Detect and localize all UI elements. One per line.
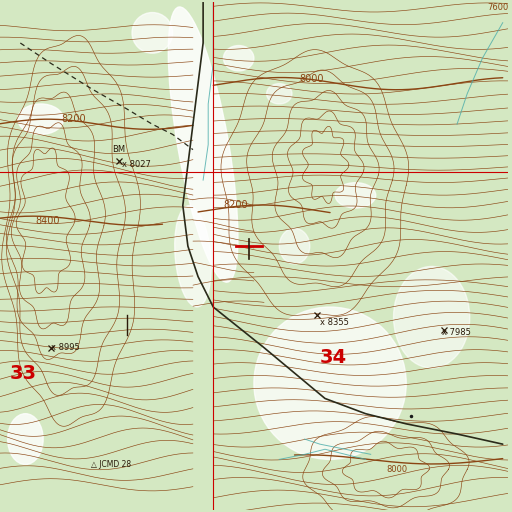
Text: x 8027: x 8027: [122, 160, 151, 169]
Text: x 7985: x 7985: [442, 328, 471, 337]
Ellipse shape: [168, 7, 238, 282]
Ellipse shape: [267, 83, 292, 104]
Text: 8400: 8400: [35, 216, 60, 226]
Ellipse shape: [335, 183, 376, 208]
Text: 8000: 8000: [300, 74, 324, 83]
Ellipse shape: [394, 266, 470, 368]
Ellipse shape: [223, 46, 254, 71]
Text: 7600: 7600: [487, 3, 509, 12]
Ellipse shape: [8, 414, 43, 464]
Ellipse shape: [18, 104, 63, 135]
Text: 8000: 8000: [386, 465, 407, 474]
Text: x 8355: x 8355: [320, 318, 349, 327]
Ellipse shape: [279, 228, 310, 264]
Text: BM: BM: [112, 145, 125, 154]
Ellipse shape: [254, 307, 406, 459]
Text: 8200: 8200: [223, 201, 248, 210]
Text: x 8995: x 8995: [51, 343, 79, 352]
Text: 34: 34: [320, 348, 347, 367]
Text: △ JCMD 28: △ JCMD 28: [92, 460, 132, 469]
Ellipse shape: [175, 206, 211, 307]
Text: 33: 33: [10, 364, 37, 382]
Ellipse shape: [132, 12, 173, 53]
Text: 8200: 8200: [61, 114, 86, 124]
